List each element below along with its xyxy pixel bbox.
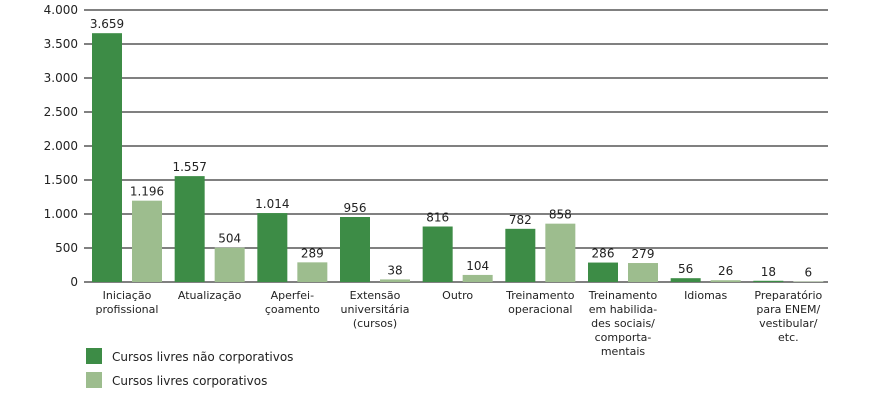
x-category-label: Treinamento bbox=[588, 289, 658, 302]
y-tick-label: 1.000 bbox=[44, 207, 78, 221]
bar bbox=[588, 262, 618, 282]
x-category-label: profissional bbox=[96, 303, 159, 316]
bar-value-label: 289 bbox=[301, 246, 324, 260]
x-category-label: Extensão bbox=[350, 289, 401, 302]
x-category-label: Preparatório bbox=[754, 289, 822, 302]
bar bbox=[340, 216, 370, 282]
bar bbox=[174, 176, 205, 282]
bar-value-label: 18 bbox=[761, 265, 776, 279]
x-category-label: vestibular/ bbox=[759, 317, 818, 330]
x-category-label: Aperfei- bbox=[271, 289, 314, 302]
legend-swatch bbox=[86, 372, 102, 388]
bar-value-label: 504 bbox=[218, 232, 241, 246]
bar-value-label: 1.014 bbox=[255, 197, 289, 211]
bar-value-label: 956 bbox=[344, 201, 367, 215]
bar bbox=[380, 279, 410, 282]
x-category-label: çoamento bbox=[265, 303, 320, 316]
bar-value-label: 279 bbox=[632, 247, 655, 261]
legend-swatch bbox=[86, 348, 102, 364]
y-tick-label: 1.500 bbox=[44, 173, 78, 187]
bar bbox=[257, 213, 288, 282]
x-category-label: mentais bbox=[601, 345, 646, 358]
x-category-label: Atualização bbox=[178, 289, 242, 302]
x-category-label: Outro bbox=[442, 289, 473, 302]
bar-value-label: 1.196 bbox=[130, 185, 164, 199]
x-category-label: Treinamento bbox=[505, 289, 575, 302]
bar bbox=[297, 262, 328, 282]
x-category-label: (cursos) bbox=[353, 317, 397, 330]
y-tick-label: 0 bbox=[70, 275, 78, 289]
y-tick-label: 2.500 bbox=[44, 105, 78, 119]
bar bbox=[422, 226, 453, 282]
legend-label: Cursos livres não corporativos bbox=[112, 350, 293, 364]
bar bbox=[214, 247, 245, 282]
bar-value-label: 3.659 bbox=[90, 17, 124, 31]
bar-value-label: 286 bbox=[592, 247, 615, 261]
x-category-label: operacional bbox=[508, 303, 572, 316]
bar-value-label: 858 bbox=[549, 208, 572, 222]
x-category-label: Idiomas bbox=[684, 289, 727, 302]
bar bbox=[545, 223, 576, 282]
bar-value-label: 104 bbox=[466, 259, 489, 273]
bar bbox=[628, 263, 658, 282]
x-category-label: em habilida- bbox=[589, 303, 658, 316]
bar-value-label: 782 bbox=[509, 213, 532, 227]
y-tick-label: 500 bbox=[55, 241, 78, 255]
bar bbox=[710, 280, 741, 282]
bar bbox=[462, 274, 493, 282]
bar bbox=[92, 33, 122, 282]
x-category-label: comporta- bbox=[595, 331, 652, 344]
x-category-label: Iniciação bbox=[103, 289, 152, 302]
x-category-label: universitária bbox=[341, 303, 410, 316]
bar-value-label: 6 bbox=[805, 266, 813, 280]
bar bbox=[505, 228, 536, 282]
bar bbox=[753, 280, 784, 282]
y-tick-label: 2.000 bbox=[44, 139, 78, 153]
legend-label: Cursos livres corporativos bbox=[112, 374, 267, 388]
bar-value-label: 26 bbox=[718, 264, 733, 278]
bar bbox=[132, 200, 162, 282]
bar-value-label: 38 bbox=[387, 263, 402, 277]
bar bbox=[670, 278, 701, 282]
y-tick-label: 3.000 bbox=[44, 71, 78, 85]
bar-value-label: 56 bbox=[678, 262, 693, 276]
x-category-label: des sociais/ bbox=[591, 317, 655, 330]
bar-value-label: 816 bbox=[426, 211, 449, 225]
x-category-label: para ENEM/ bbox=[756, 303, 820, 316]
y-tick-label: 4.000 bbox=[44, 3, 78, 17]
bar-value-label: 1.557 bbox=[172, 160, 206, 174]
x-category-label: etc. bbox=[778, 331, 799, 344]
y-tick-label: 3.500 bbox=[44, 37, 78, 51]
